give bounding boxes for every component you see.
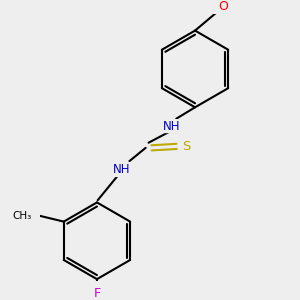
Text: O: O <box>218 1 228 13</box>
Text: F: F <box>93 287 100 300</box>
Text: NH: NH <box>113 164 131 176</box>
Text: NH: NH <box>163 120 181 133</box>
Text: CH₃: CH₃ <box>13 211 32 221</box>
Text: S: S <box>182 140 190 153</box>
